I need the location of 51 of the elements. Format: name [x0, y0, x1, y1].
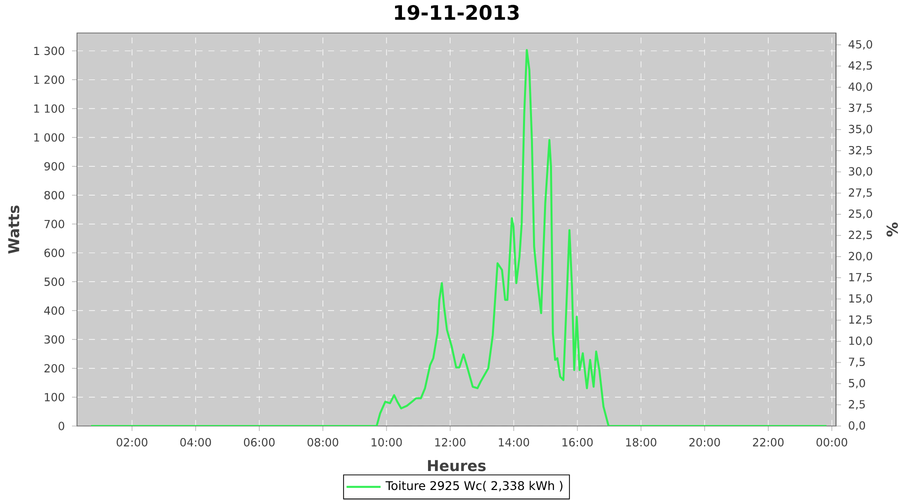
- y2-tick-label: 2,5: [848, 400, 865, 410]
- y-tick-label: 300: [44, 335, 64, 344]
- x-tick-label: 20:00: [689, 438, 720, 446]
- y2-tick-label: 15,0: [849, 294, 872, 304]
- y2-tick-label: 20,0: [848, 252, 872, 262]
- y2-tick-label: 17,5: [849, 273, 872, 282]
- y-tick-label: 900: [44, 162, 64, 171]
- y-tick-label: 600: [44, 248, 64, 258]
- x-tick-label: 02:00: [116, 438, 148, 446]
- y2-axis-title: %: [886, 222, 898, 237]
- y-tick-label: 400: [44, 306, 64, 315]
- x-tick-label: 12:00: [435, 438, 466, 446]
- y-tick-label: 700: [44, 220, 64, 228]
- y2-tick-label: 35,0: [848, 124, 872, 134]
- y-tick-label: 800: [44, 190, 64, 200]
- x-tick-label: 18:00: [626, 438, 656, 446]
- y-tick-label: 100: [44, 392, 64, 402]
- y-tick-label: 1 300: [34, 46, 64, 56]
- y2-tick-label: 7,5: [848, 358, 865, 368]
- x-tick-label: 22:00: [752, 438, 784, 446]
- x-tick-label: 14:00: [498, 438, 530, 446]
- chart-title: 19-11-2013: [395, 4, 519, 20]
- y2-tick-label: 25,0: [848, 209, 872, 220]
- y-tick-label: 1 000: [34, 133, 64, 142]
- x-tick-label: 04:00: [180, 438, 211, 446]
- y2-tick-label: 12,5: [849, 315, 872, 325]
- y2-tick-label: 45,0: [848, 40, 872, 50]
- x-tick-label: 08:00: [308, 438, 338, 446]
- x-tick-label: 10:00: [372, 438, 402, 446]
- x-tick-label: 16:00: [562, 438, 593, 446]
- legend-label: Toiture 2925 Wc( 2,338 kWh ): [386, 480, 562, 492]
- y-tick-label: 0: [58, 422, 64, 430]
- y2-tick-label: 32,5: [848, 146, 872, 156]
- y2-tick-label: 42,5: [848, 61, 872, 71]
- y-tick-label: 1 200: [34, 76, 64, 84]
- y-tick-label: 500: [44, 278, 64, 286]
- y-tick-label: 200: [44, 364, 64, 373]
- y2-tick-label: 37,5: [848, 104, 872, 114]
- y-tick-label: 1 100: [34, 104, 64, 113]
- y2-tick-label: 40,0: [848, 82, 872, 92]
- line-series: [90, 49, 828, 426]
- y2-tick-label: 22,5: [848, 230, 872, 240]
- y2-tick-label: 0,0: [848, 421, 866, 431]
- x-tick-label: 06:00: [244, 438, 275, 446]
- y-axis-title: Watts: [8, 206, 20, 254]
- y2-tick-label: 10,0: [849, 336, 872, 346]
- y2-tick-label: 5,0: [848, 378, 866, 388]
- y2-tick-label: 30,0: [848, 167, 872, 177]
- x-tick-label: 00:00: [816, 438, 848, 446]
- x-axis-title: Heures: [428, 460, 486, 472]
- y2-tick-label: 27,5: [848, 188, 872, 198]
